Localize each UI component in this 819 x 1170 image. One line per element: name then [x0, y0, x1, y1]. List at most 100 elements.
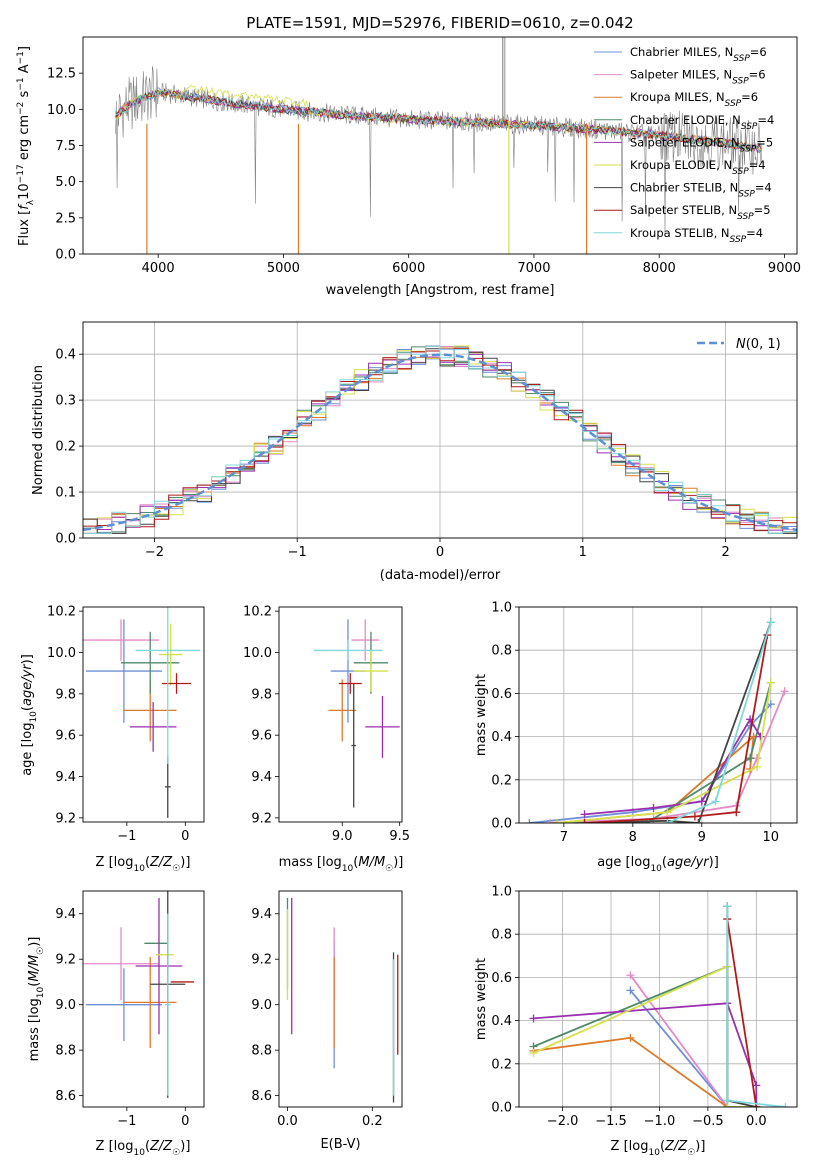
axes-frame	[518, 606, 798, 824]
x-tick-label: 8000	[643, 261, 676, 276]
label-part: )]	[393, 855, 403, 870]
x-tick-label: 0	[181, 1114, 189, 1129]
x-tick-label: −1	[117, 1114, 136, 1129]
weight-lines	[529, 902, 790, 1107]
y-axis-label: mass weight	[474, 958, 489, 1040]
y-tick-label: 9.2	[55, 811, 76, 826]
x-tick-label: 7	[560, 830, 568, 845]
label-part: ☉	[36, 947, 46, 955]
label-part: SSP	[730, 235, 747, 245]
label-part: mass weight	[474, 958, 489, 1040]
label-part: Chabrier MILES, N	[630, 45, 733, 59]
x-tick-label: 10	[763, 830, 780, 845]
label-part: SSP	[741, 122, 758, 132]
y-tick-label: 9.6	[55, 729, 76, 744]
y-tick-label: 8.6	[251, 1089, 272, 1104]
label-part: Z/Z	[664, 1139, 688, 1154]
label-part: λ	[26, 199, 36, 205]
weight-line	[726, 918, 758, 1107]
x-tick-label: −1.0	[644, 1114, 676, 1129]
legend-label: Salpeter STELIB, NSSP=5	[630, 203, 771, 222]
mass-vs-metallicity-panel: −1 08.68.89.09.29.4Z [log10(Z/Z☉)]mass [l…	[27, 890, 205, 1158]
error-bars	[83, 891, 195, 1098]
y-tick-label: 9.2	[251, 811, 272, 826]
label-part: SSP	[725, 99, 742, 109]
weight-line	[556, 682, 772, 823]
weight-marker	[546, 819, 555, 823]
x-axis-label: mass [log10(M/M☉)]	[279, 855, 404, 874]
label-part: (0, 1)	[746, 337, 781, 352]
axes-frame	[278, 606, 403, 823]
label-part: 10	[342, 864, 354, 874]
x-tick-label: 0.0	[277, 1114, 298, 1129]
weight-line	[533, 1002, 758, 1107]
y-tick-label: 10.0	[243, 646, 272, 661]
residual-histogram	[83, 345, 797, 534]
legend-label: Chabrier MILES, NSSP=6	[630, 45, 767, 64]
x-tick-label: 0.0	[746, 1114, 767, 1129]
age-vs-mass-panel: 9.0 9.5 9.2 9.4 9.6 9.8 10.0 10.2 mass [log10(M/…	[243, 605, 410, 874]
y-tick-label: 0.4	[491, 730, 512, 745]
y-tick-label: 7.5	[55, 139, 76, 154]
label-part: Kroupa ELODIE, N	[630, 158, 732, 172]
x-tick-label: −1	[288, 545, 307, 560]
y-tick-label: 9.4	[55, 770, 76, 785]
y-tick-label: 2.5	[55, 211, 76, 226]
legend-label: Chabrier STELIB, NSSP=4	[630, 181, 772, 200]
weight-marker	[626, 986, 635, 995]
label-part: Salpeter MILES, N	[630, 68, 732, 82]
x-tick-label: −0.5	[692, 1114, 724, 1129]
label-part: (	[27, 982, 42, 987]
legend-label: Salpeter MILES, NSSP=6	[630, 68, 766, 87]
label-part: ☉	[172, 864, 180, 874]
x-tick-label: 7000	[517, 261, 550, 276]
weight-marker	[781, 1103, 790, 1107]
label-part: )]	[180, 1139, 190, 1154]
weight-marker	[752, 754, 761, 763]
x-tick-label: 4000	[142, 261, 175, 276]
weight-line	[584, 717, 762, 816]
label-part: 10	[133, 864, 145, 874]
weight-line	[629, 989, 757, 1107]
label-part: =5	[756, 135, 773, 149]
label-part: SSP	[732, 167, 749, 177]
mass-vs-ebv-panel: 0.0 0.2 8.6 8.8 9.0 9.2 9.4 E(B-V)	[251, 890, 403, 1152]
x-axis-label: wavelength [Angstrom, rest frame]	[326, 283, 555, 298]
x-tick-label: 9000	[768, 261, 801, 276]
axes-frame	[278, 890, 403, 1108]
label-part: A	[17, 64, 32, 77]
error-bars	[313, 619, 400, 808]
x-tick-label: 0	[436, 545, 444, 560]
weight-line	[629, 974, 757, 1107]
weight-marker	[626, 1033, 635, 1042]
x-tick-label: 9	[698, 830, 706, 845]
label-part: )]	[695, 1139, 705, 1154]
label-part: (	[145, 855, 150, 870]
axes-frame	[518, 890, 798, 1108]
x-tick-label: −2	[145, 545, 164, 560]
weight-marker	[663, 808, 672, 817]
label-part: ☉	[687, 1148, 695, 1158]
label-part: N	[736, 337, 746, 352]
label-part: (	[660, 1139, 665, 1154]
label-part: (	[145, 1139, 150, 1154]
label-part: =4	[746, 226, 763, 240]
label-part: Chabrier ELODIE, N	[630, 113, 741, 127]
label-part: Z [log	[96, 1139, 134, 1154]
label-part: Kroupa STELIB, N	[630, 226, 730, 240]
y-tick-label: 0.0	[491, 1101, 512, 1116]
x-axis-label: Z [log10(Z/Z☉)]	[96, 855, 191, 874]
y-tick-label: 9.0	[55, 998, 76, 1013]
x-tick-label: −1	[117, 829, 136, 844]
weight-line	[533, 965, 757, 1107]
x-tick-label: 2	[721, 545, 729, 560]
label-part: )]	[20, 654, 35, 664]
x-tick-label: 6000	[392, 261, 425, 276]
weight-marker	[580, 810, 589, 819]
weight-marker	[552, 819, 561, 823]
label-part: f	[17, 203, 32, 210]
label-part: =5	[754, 203, 771, 217]
y-tick-label: 5.0	[55, 175, 76, 190]
label-part: =6	[750, 45, 767, 59]
